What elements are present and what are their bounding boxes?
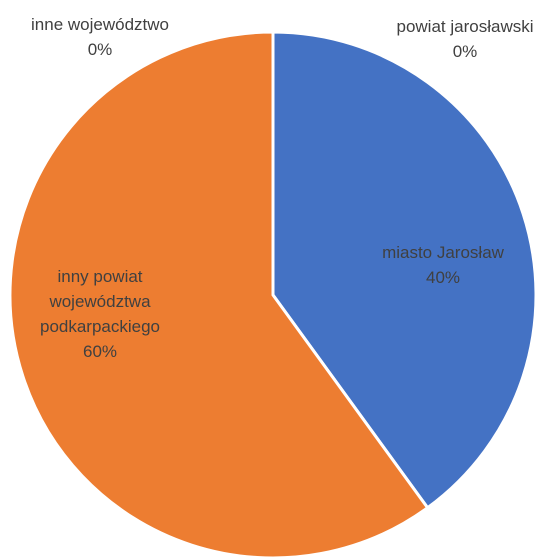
pie-slices <box>8 30 538 558</box>
slice-value-3: 0% <box>88 40 113 59</box>
slice-category-0: miasto Jarosław <box>382 243 505 262</box>
slice-category-2: województwa <box>48 292 151 311</box>
pie-slice-2 <box>8 30 430 558</box>
slice-label-2: inny powiat województwa podkarpackiego 60% <box>40 267 160 361</box>
slice-label-0: miasto Jarosław 40% <box>382 243 505 287</box>
slice-category-1: powiat jarosławski <box>397 17 534 36</box>
slice-category-2: inny powiat <box>57 267 142 286</box>
slice-value-0: 40% <box>426 268 460 287</box>
slice-label-3: inne województwo 0% <box>31 15 169 59</box>
slice-category-3: inne województwo <box>31 15 169 34</box>
pie-slice-0 <box>271 30 538 510</box>
slice-value-1: 0% <box>453 42 478 61</box>
slice-category-2: podkarpackiego <box>40 317 160 336</box>
slice-label-1: powiat jarosławski 0% <box>397 17 534 61</box>
pie-labels: miasto Jarosław 40%powiat jarosławski 0%in… <box>31 15 533 361</box>
slice-value-2: 60% <box>83 342 117 361</box>
